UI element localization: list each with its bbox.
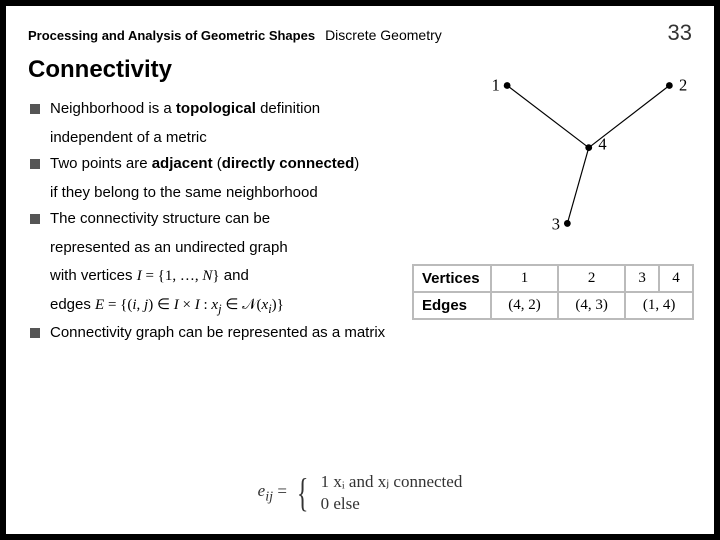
vertex-cell-1: 1 [491,265,558,292]
vertex-cell-2: 2 [558,265,625,292]
header: Processing and Analysis of Geometric Sha… [28,20,692,46]
edge-cell-1: (4, 2) [491,292,558,319]
table-row: Vertices 1 2 3 4 [413,265,693,292]
course-title: Processing and Analysis of Geometric Sha… [28,28,315,43]
vertices-edges-table: Vertices 1 2 3 4 Edges (4, 2) (4, 3) (1,… [412,264,694,320]
svg-text:3: 3 [552,214,560,233]
svg-text:2: 2 [679,75,687,94]
graph-svg: 1 2 3 4 [467,68,692,238]
math-edges-set: E = {(i, j) ∈ I × I : xj ∈ 𝒩(xi)} [95,297,284,313]
svg-text:1: 1 [492,75,500,94]
edge-cell-2: (4, 3) [558,292,625,319]
slide: Processing and Analysis of Geometric Sha… [6,6,714,534]
vertices-header: Vertices [413,265,491,292]
vertex-cell-4: 4 [659,265,693,292]
page-number: 33 [668,20,692,46]
bullet-4: Connectivity graph can be represented as… [28,322,692,345]
table-row: Edges (4, 2) (4, 3) (1, 4) [413,292,693,319]
edge-cell-3: (1, 4) [625,292,693,319]
math-vertices-set: I = {1, …, N} [137,268,220,284]
section-title: Discrete Geometry [325,27,442,43]
vertex-cell-3: 3 [625,265,659,292]
matrix-formula: eij = { 1 xᵢ and xⱼ connected 0 else [6,469,714,516]
svg-text:4: 4 [598,135,606,154]
edges-header: Edges [413,292,491,319]
connectivity-graph: 1 2 3 4 [467,68,692,238]
